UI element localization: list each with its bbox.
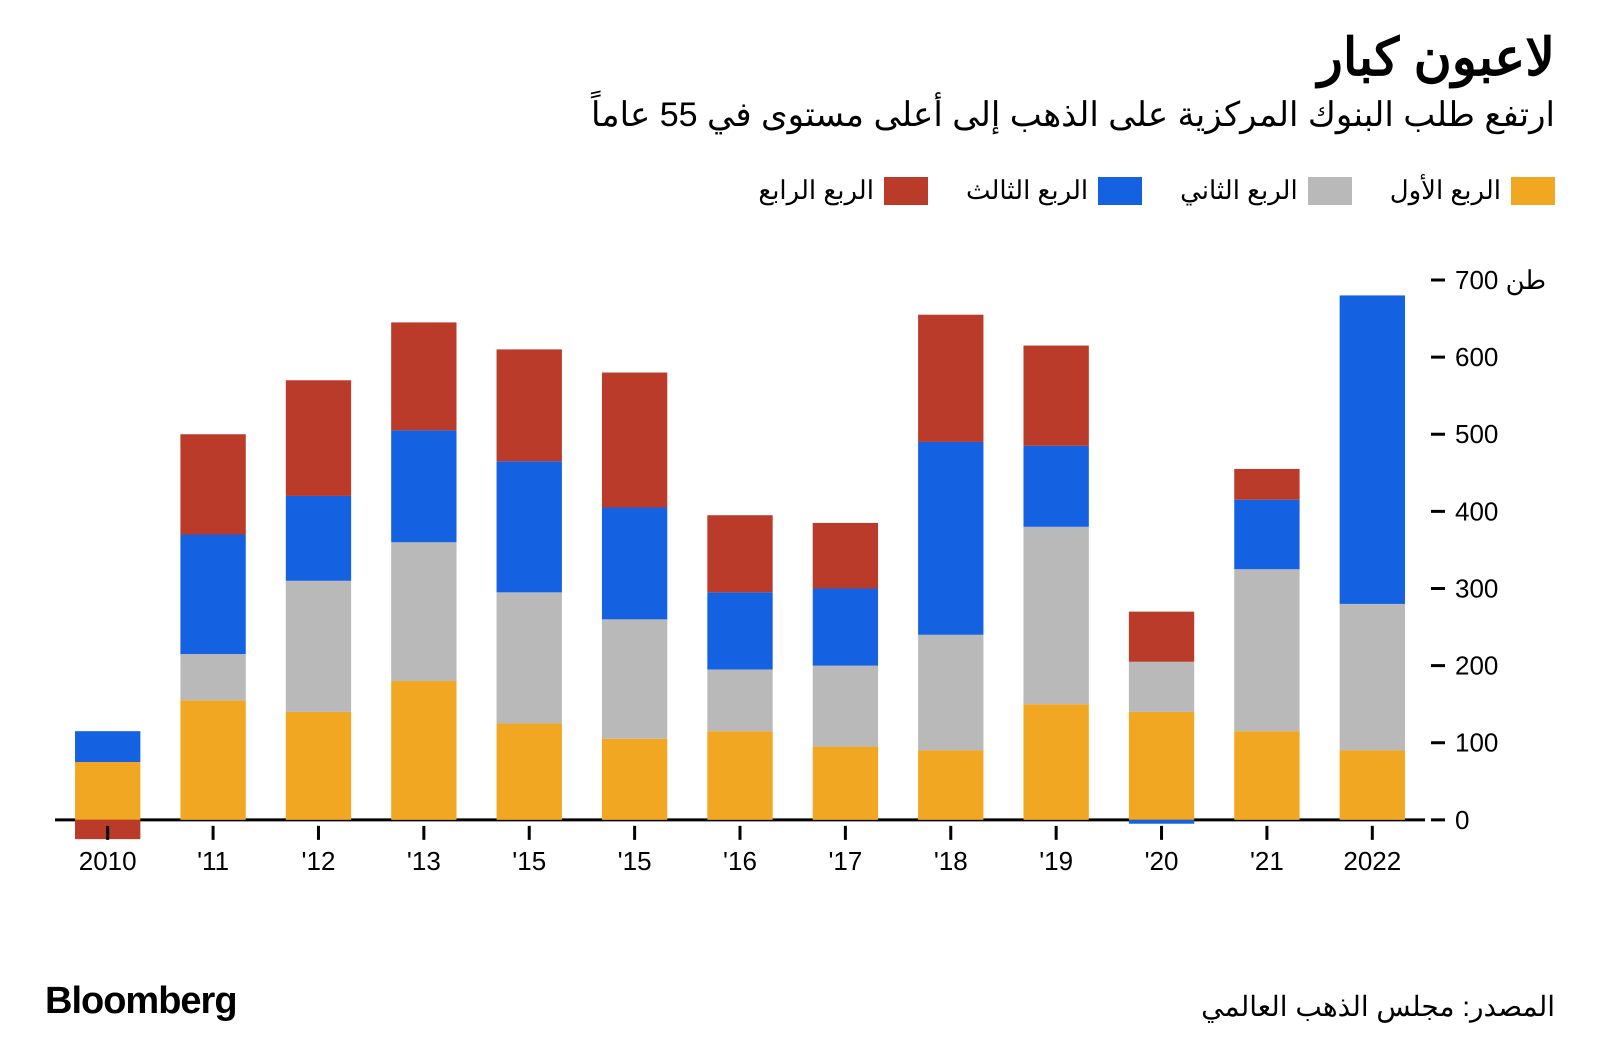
y-tick-label: 100 bbox=[1455, 728, 1498, 758]
x-tick-label: '20 bbox=[1145, 846, 1179, 876]
bar-segment bbox=[707, 669, 772, 731]
legend-swatch-q1 bbox=[1511, 177, 1555, 205]
x-tick-label: '15 bbox=[618, 846, 652, 876]
y-tick-label: 500 bbox=[1455, 419, 1498, 449]
bar-segment bbox=[1129, 662, 1194, 712]
x-tick-label: '15 bbox=[512, 846, 546, 876]
brand-logo: Bloomberg bbox=[45, 980, 237, 1023]
bar-segment bbox=[391, 430, 456, 542]
legend-item-q3: الربع الثالث bbox=[966, 175, 1142, 206]
x-tick-label: 2022 bbox=[1343, 846, 1401, 876]
legend-swatch-q2 bbox=[1308, 177, 1352, 205]
bar-segment bbox=[391, 542, 456, 681]
bar-segment bbox=[1340, 295, 1405, 603]
bar-segment bbox=[286, 380, 351, 496]
bar-segment bbox=[180, 700, 245, 820]
bar-segment bbox=[497, 349, 562, 461]
chart-header: لاعبون كبار ارتفع طلب البنوك المركزية عل… bbox=[45, 30, 1555, 135]
bar-segment bbox=[180, 654, 245, 700]
bar-segment bbox=[707, 592, 772, 669]
x-tick-label: '17 bbox=[828, 846, 862, 876]
bar-segment bbox=[813, 666, 878, 747]
x-tick-label: 2010 bbox=[79, 846, 137, 876]
bar-segment bbox=[602, 619, 667, 739]
legend-label-q4: الربع الرابع bbox=[758, 175, 874, 206]
legend-item-q2: الربع الثاني bbox=[1180, 175, 1352, 206]
bar-segment bbox=[1129, 820, 1194, 824]
chart-subtitle: ارتفع طلب البنوك المركزية على الذهب إلى … bbox=[45, 95, 1555, 135]
x-tick-label: '13 bbox=[407, 846, 441, 876]
x-tick-label: '16 bbox=[723, 846, 757, 876]
stacked-bar-chart: 0 100 200 300 400 500 600 700 طن 2010 '11 '12 '13 '1… bbox=[45, 260, 1555, 903]
bar-segment bbox=[602, 739, 667, 820]
bar-segment bbox=[707, 515, 772, 592]
x-tick-label: '12 bbox=[302, 846, 336, 876]
bar-segment bbox=[286, 496, 351, 581]
bar-segment bbox=[1129, 612, 1194, 662]
legend-label-q2: الربع الثاني bbox=[1180, 175, 1298, 206]
bar-segment bbox=[813, 747, 878, 820]
bar-segment bbox=[497, 461, 562, 592]
x-tick-label: '18 bbox=[934, 846, 968, 876]
bar-segment bbox=[286, 712, 351, 820]
bar-segment bbox=[180, 535, 245, 655]
chart-legend: الربع الأول الربع الثاني الربع الثالث ال… bbox=[758, 175, 1555, 206]
x-tick-label: '11 bbox=[197, 846, 229, 876]
bar-segment bbox=[75, 731, 140, 762]
bar-segment bbox=[813, 523, 878, 589]
bar-segment bbox=[1023, 704, 1088, 820]
bar-segment bbox=[497, 592, 562, 723]
y-tick-label: 200 bbox=[1455, 651, 1498, 681]
legend-item-q1: الربع الأول bbox=[1390, 175, 1555, 206]
bar-segment bbox=[497, 723, 562, 819]
y-tick-label: 300 bbox=[1455, 573, 1498, 603]
bar-segment bbox=[286, 581, 351, 712]
bar-segment bbox=[1234, 569, 1299, 731]
y-tick-label: 600 bbox=[1455, 342, 1498, 372]
legend-item-q4: الربع الرابع bbox=[758, 175, 928, 206]
x-tick-label: '21 bbox=[1250, 846, 1284, 876]
bar-segment bbox=[707, 731, 772, 820]
bar-segment bbox=[1340, 604, 1405, 751]
bar-segment bbox=[1023, 446, 1088, 527]
bar-segment bbox=[602, 508, 667, 620]
bar-segment bbox=[602, 373, 667, 508]
chart-area: 0 100 200 300 400 500 600 700 طن 2010 '11 '12 '13 '1… bbox=[45, 260, 1555, 903]
legend-label-q3: الربع الثالث bbox=[966, 175, 1088, 206]
legend-swatch-q3 bbox=[1098, 177, 1142, 205]
bar-segment bbox=[1023, 527, 1088, 704]
bar-segment bbox=[1340, 750, 1405, 819]
y-tick-label: 700 طن bbox=[1455, 265, 1546, 296]
bar-segment bbox=[180, 434, 245, 534]
source-text: المصدر: مجلس الذهب العالمي bbox=[1201, 990, 1555, 1023]
bar-segment bbox=[813, 588, 878, 665]
y-tick-label: 0 bbox=[1455, 805, 1469, 835]
bar-segment bbox=[1234, 500, 1299, 569]
bar-segment bbox=[1234, 731, 1299, 820]
chart-footer: المصدر: مجلس الذهب العالمي Bloomberg bbox=[45, 980, 1555, 1023]
bar-segment bbox=[391, 322, 456, 430]
bar-segment bbox=[75, 762, 140, 820]
bar-segment bbox=[1129, 712, 1194, 820]
bar-segment bbox=[1234, 469, 1299, 500]
bar-segment bbox=[918, 442, 983, 635]
bar-segment bbox=[918, 315, 983, 442]
legend-label-q1: الربع الأول bbox=[1390, 175, 1501, 206]
y-tick-label: 400 bbox=[1455, 496, 1498, 526]
bar-segment bbox=[918, 635, 983, 751]
x-tick-label: '19 bbox=[1039, 846, 1073, 876]
bar-segment bbox=[918, 750, 983, 819]
bar-segment bbox=[1023, 346, 1088, 446]
chart-title: لاعبون كبار bbox=[45, 30, 1555, 87]
bar-segment bbox=[391, 681, 456, 820]
legend-swatch-q4 bbox=[884, 177, 928, 205]
